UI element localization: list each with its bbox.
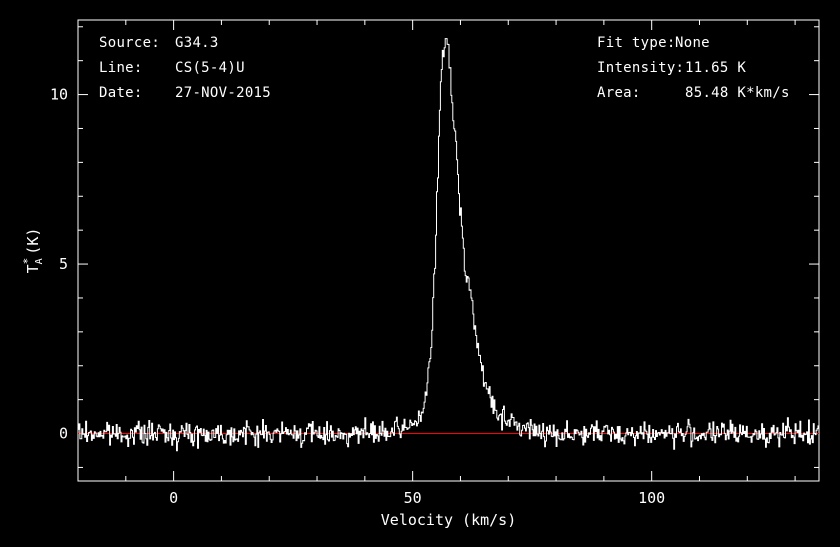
y-tick-label: 5 [59, 255, 68, 273]
intensity-key: Intensity: [597, 60, 685, 76]
date-key: Date: [99, 85, 143, 101]
source-value: G34.3 [175, 35, 219, 51]
y-tick-label: 0 [59, 425, 68, 443]
line-key: Line: [99, 60, 143, 76]
source-key: Source: [99, 35, 161, 51]
y-tick-label: 10 [50, 86, 68, 104]
fit-type-value: None [675, 35, 710, 51]
area-value: 85.48 K*km/s [685, 85, 790, 101]
x-axis-label: Velocity (km/s) [381, 511, 516, 529]
fit-type-key: Fit type: [597, 35, 676, 51]
x-tick-label: 0 [169, 489, 178, 507]
y-axis-label: TA*(K) [21, 228, 45, 274]
plot-frame [77, 19, 820, 482]
spectrum-series [78, 38, 819, 452]
x-tick-label: 100 [638, 489, 665, 507]
intensity-value: 11.65 K [685, 60, 747, 76]
x-tick-label: 50 [404, 489, 422, 507]
date-value: 27-NOV-2015 [175, 85, 272, 101]
area-key: Area: [597, 85, 641, 101]
line-value: CS(5-4)U [175, 60, 245, 76]
